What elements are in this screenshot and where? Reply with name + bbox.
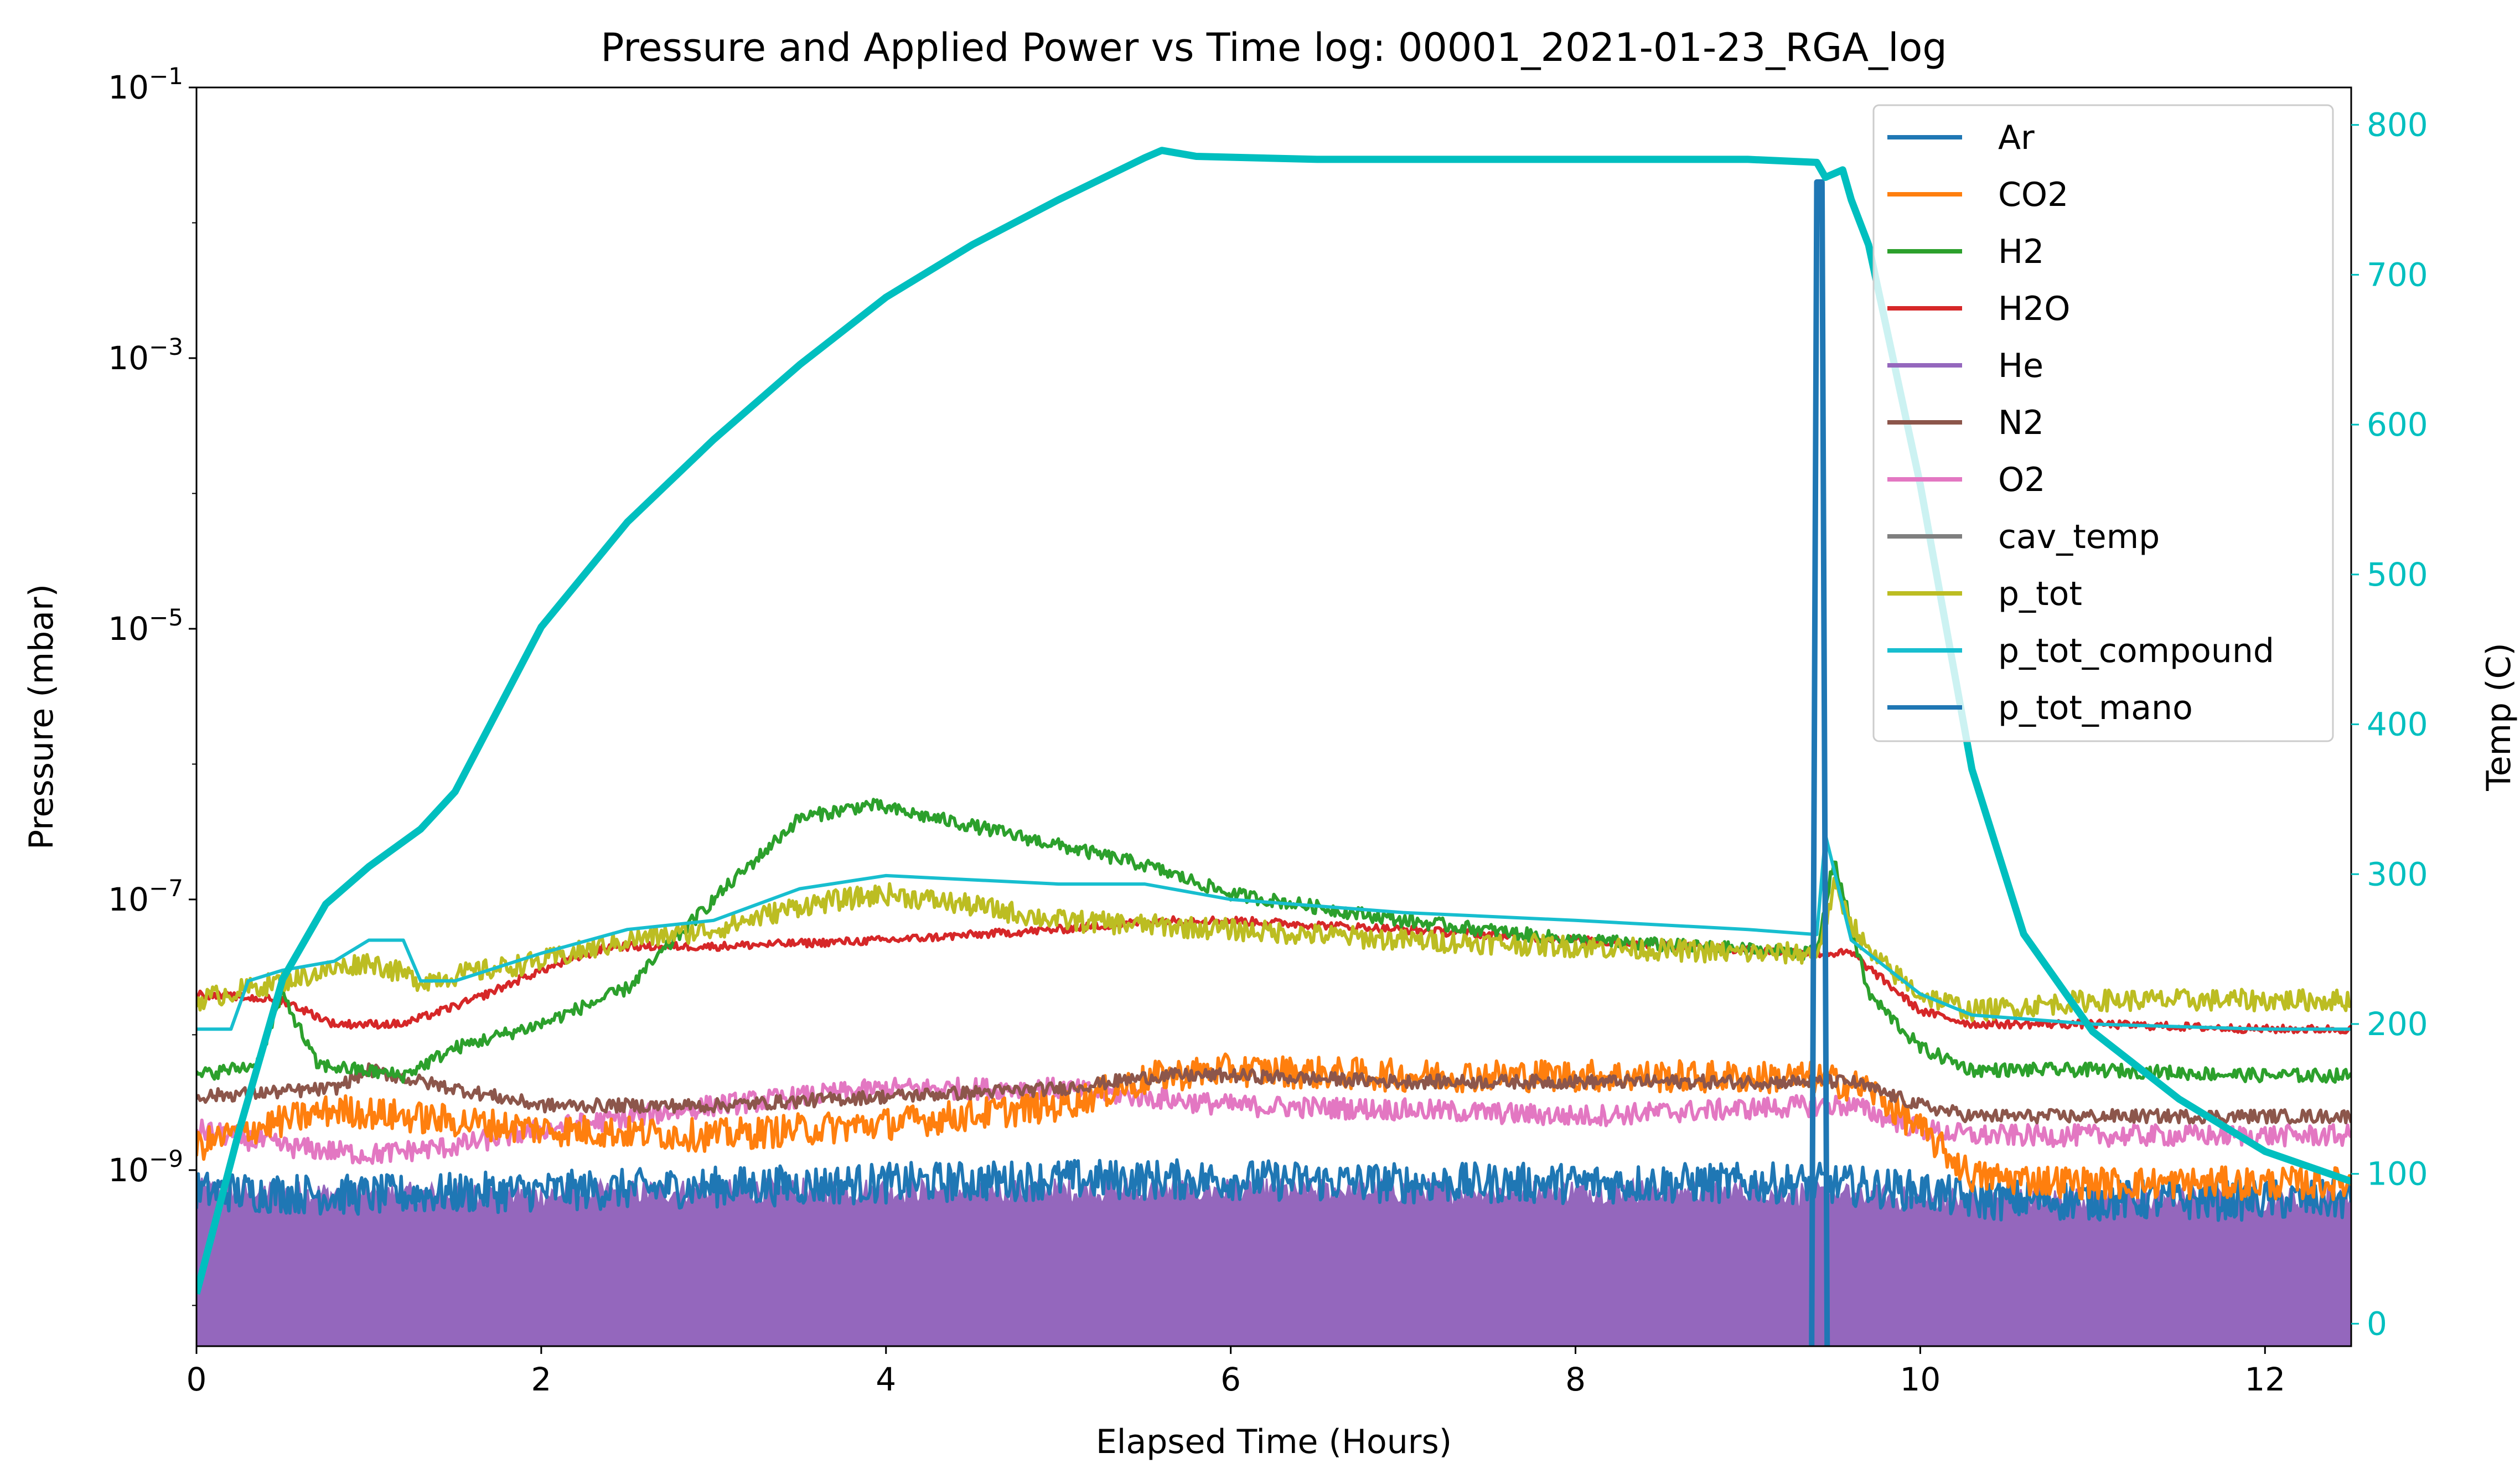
x-axis-label: Elapsed Time (Hours) [1096, 1423, 1452, 1461]
plot-area [196, 147, 2351, 1346]
series-p-tot-compound-line [196, 833, 2351, 1031]
legend-label: CO2 [1998, 175, 2068, 214]
y2-tick-label: 200 [2367, 1005, 2428, 1043]
series-h2-line [196, 798, 2351, 1084]
x-tick-label: 0 [187, 1361, 207, 1398]
x-tick-label: 2 [531, 1361, 551, 1398]
legend-box [1872, 104, 2334, 742]
series-group [196, 147, 2351, 1346]
y2-tick-label: 700 [2367, 256, 2428, 293]
y2-tick-label: 0 [2367, 1305, 2387, 1342]
y-axis-label: Pressure (mbar) [22, 584, 61, 850]
x-tick-label: 4 [876, 1361, 896, 1398]
y2-tick-label: 400 [2367, 706, 2428, 743]
series-p-tot-mano-line [1809, 179, 1830, 1346]
y-tick-label: 10−3 [108, 333, 183, 377]
legend-label: H2O [1998, 289, 2071, 328]
axes: 0 2 4 6 8 10 12 10−1 10−3 10−5 10−7 10−9 0 100 200 300 4… [108, 63, 2428, 1398]
series-o2-line [196, 1076, 2351, 1165]
y2-tick-label: 600 [2367, 406, 2428, 443]
x-tick-label: 12 [2244, 1361, 2285, 1398]
legend: Ar CO2 H2 H2O He N2 O2 cav_temp p_tot p_tot_compo… [1872, 104, 2334, 742]
series-co2-line [196, 1052, 2351, 1201]
legend-label: cav_temp [1998, 518, 2160, 556]
legend-label: He [1998, 347, 2043, 385]
y-tick-label: 10−5 [108, 604, 183, 648]
series-ar-line [196, 1158, 2351, 1222]
y-tick-label: 10−9 [108, 1145, 183, 1189]
series-n2-line [196, 1062, 2351, 1125]
legend-label: H2 [1998, 232, 2044, 271]
y-tick-label: 10−1 [108, 63, 183, 106]
legend-label: p_tot_compound [1998, 632, 2274, 670]
y-tick-label: 10−7 [108, 875, 183, 918]
x-tick-label: 6 [1220, 1361, 1241, 1398]
y2-tick-label: 500 [2367, 556, 2428, 593]
legend-label: p_tot [1998, 575, 2082, 613]
x-tick-label: 8 [1565, 1361, 1586, 1398]
y2-tick-label: 100 [2367, 1155, 2428, 1193]
y2-tick-label: 300 [2367, 855, 2428, 893]
axes-frame [195, 86, 2352, 1347]
chart-title: Pressure and Applied Power vs Time log: … [601, 25, 1947, 70]
legend-label: p_tot_mano [1998, 689, 2193, 727]
y2-tick-label: 800 [2367, 106, 2428, 144]
x-tick-label: 10 [1900, 1361, 1941, 1398]
legend-label: Ar [1998, 118, 2035, 157]
legend-label: N2 [1998, 404, 2044, 442]
y2-axis-label: Temp (C) [2480, 643, 2518, 792]
legend-label: O2 [1998, 461, 2045, 499]
